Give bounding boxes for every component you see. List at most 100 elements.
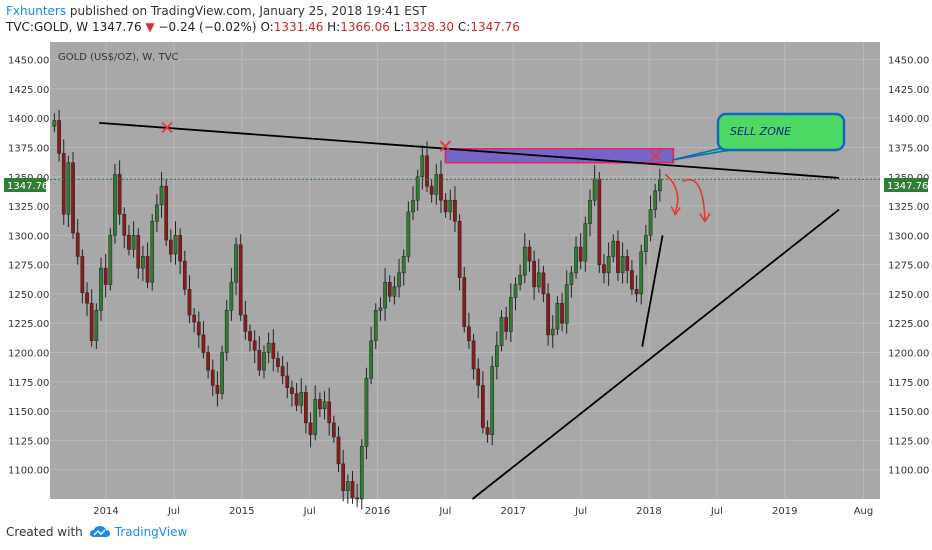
candle-body	[630, 270, 634, 290]
y-tick-label-left: 1100.00	[8, 466, 49, 477]
open-label: O:	[260, 20, 274, 34]
drawings-layer	[50, 121, 880, 500]
candle-body	[89, 303, 94, 342]
sell-zone-callout: SELL ZONE	[671, 112, 846, 161]
candle-body	[578, 246, 583, 262]
candle-body	[262, 352, 266, 371]
candle-body	[248, 331, 252, 342]
candle-body	[238, 244, 243, 316]
candle-body	[350, 481, 355, 499]
y-tick-label-right: 1375.00	[888, 143, 929, 154]
x-tick-label: Jul	[574, 506, 587, 517]
candle-body	[611, 240, 616, 257]
candle-body	[536, 272, 541, 288]
candle-body	[457, 221, 462, 278]
change-value: −0.24 (−0.02%)	[158, 20, 257, 34]
candle-body	[644, 235, 648, 253]
candle-body	[481, 385, 485, 428]
candle-body	[634, 288, 639, 295]
candle-body	[117, 174, 122, 215]
x-tick-label: Jul	[167, 506, 180, 517]
candle-body	[513, 284, 518, 298]
y-tick-label-left: 1200.00	[8, 349, 49, 360]
high-value: 1366.06	[340, 20, 390, 34]
candle-body	[336, 436, 341, 465]
candle-body	[564, 284, 569, 324]
candle-body	[499, 317, 504, 346]
candle-body	[518, 274, 522, 285]
candle-body	[341, 463, 346, 492]
candle-body	[122, 214, 127, 236]
y-tick-label-left: 1275.00	[8, 261, 49, 272]
candle-body	[490, 366, 495, 435]
candle-body	[653, 190, 658, 210]
candle-body	[224, 310, 229, 353]
candle-body	[155, 204, 159, 222]
tradingview-brand: TradingView	[114, 525, 188, 539]
x-tick-label: Jul	[710, 506, 723, 517]
y-tick-label-right: 1150.00	[888, 407, 929, 418]
price-chart[interactable]: 1100.00 1125.00 1150.00 1175.00 1200.00 1225.…	[0, 38, 932, 518]
x-tick-label: Jul	[303, 506, 316, 517]
candle-body	[327, 401, 332, 424]
y-tick-label-right: 1125.00	[888, 436, 929, 447]
y-tick-label-left: 1250.00	[8, 290, 49, 301]
candle-body	[94, 310, 99, 342]
candle-body	[280, 366, 285, 377]
down-arrow-icon: ▼	[145, 20, 155, 34]
callout-box	[716, 112, 846, 152]
candle-body	[178, 235, 183, 262]
low-label: L:	[393, 20, 405, 34]
x-marker-icon	[650, 150, 662, 162]
candle-body	[85, 292, 89, 304]
candle-body	[369, 340, 373, 379]
y-tick-label-right: 1200.00	[888, 349, 929, 360]
x-tick-label: 2018	[636, 506, 661, 517]
candle-body	[131, 235, 136, 250]
candle-body	[401, 256, 406, 274]
candle-body	[434, 174, 439, 195]
y-tick-label-right: 1175.00	[888, 378, 929, 389]
candle-body	[625, 256, 630, 271]
candle-body	[495, 345, 499, 367]
candle-body	[127, 235, 131, 250]
candle-body	[192, 314, 196, 323]
x-marker-icon	[161, 121, 173, 134]
candle-body	[210, 369, 215, 386]
candle-body	[574, 246, 578, 274]
candle-body	[318, 399, 322, 410]
trendline-support	[471, 208, 840, 500]
plot-area[interactable]	[50, 42, 880, 499]
candle-body	[108, 235, 113, 285]
candle-body	[345, 481, 350, 492]
candle-body	[560, 303, 564, 324]
y-tick-label-right: 1275.00	[888, 261, 929, 272]
y-tick-label-right: 1250.00	[888, 290, 929, 301]
candle-body	[196, 321, 201, 336]
tradingview-link[interactable]: TradingView	[89, 525, 188, 539]
candle-body	[80, 256, 85, 294]
candle-body	[75, 232, 80, 257]
candle-body	[173, 235, 178, 255]
author-link[interactable]: Fxhunters	[6, 4, 67, 18]
created-with-label: Created with	[6, 525, 83, 539]
symbol-label: TVC:GOLD, W	[6, 20, 89, 34]
candle-body	[373, 310, 378, 342]
high-label: H:	[327, 20, 341, 34]
candle-body	[550, 328, 555, 336]
y-axis-left: 1100.00 1125.00 1150.00 1175.00 1200.00 1225.…	[8, 56, 49, 477]
last-price-tag-left-text: 1347.76	[7, 181, 48, 192]
last-price-tag-right	[884, 178, 928, 192]
y-tick-label-left: 1300.00	[8, 231, 49, 242]
candle-body	[234, 244, 238, 283]
candle-body	[364, 378, 369, 447]
candle-body	[141, 256, 145, 269]
candle-body	[332, 422, 336, 438]
y-tick-label-left: 1125.00	[8, 436, 49, 447]
candle-body	[66, 162, 71, 215]
candle-body	[252, 340, 257, 351]
candle-body	[397, 272, 401, 288]
candle-body	[448, 199, 453, 213]
candle-body	[322, 401, 327, 410]
x-tick-label: 2014	[93, 506, 118, 517]
